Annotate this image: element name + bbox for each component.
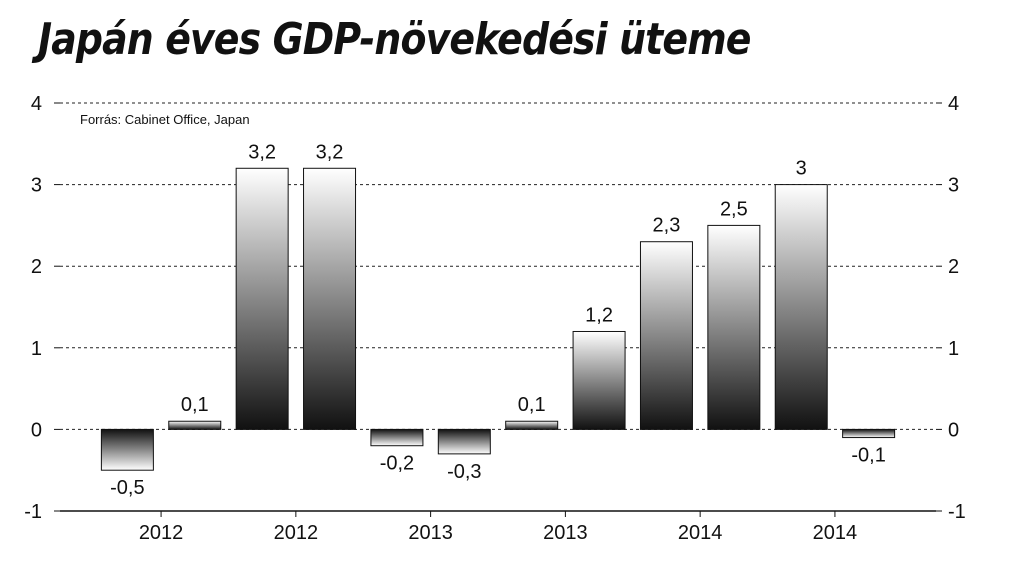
bar (235, 167, 289, 430)
bar-value-label: 3,2 (316, 141, 344, 163)
bar (505, 420, 559, 430)
bar-value-label: -0,2 (380, 453, 414, 475)
bar (100, 428, 154, 471)
bar (639, 241, 693, 430)
bar (303, 167, 357, 430)
bar-value-label: 0,1 (518, 394, 546, 416)
bar (707, 224, 761, 430)
bar-value-label: 3,2 (248, 141, 276, 163)
x-tick-label: 2012 (139, 522, 184, 544)
y-tick-label-left: 1 (31, 338, 42, 360)
bar (437, 428, 491, 455)
y-tick-label-right: 0 (948, 419, 959, 441)
bar-value-label: 0,1 (181, 394, 209, 416)
bar-value-label: 2,5 (720, 198, 748, 220)
bar-value-label: 2,3 (653, 215, 681, 237)
bar (842, 428, 896, 439)
y-tick-label-left: -1 (24, 501, 42, 523)
y-tick-label-left: 2 (31, 256, 42, 278)
x-tick-label: 2013 (543, 522, 588, 544)
bar-value-label: -0,3 (447, 461, 481, 483)
bar (168, 420, 222, 430)
y-tick-label-right: 2 (948, 256, 959, 278)
axes: -1 -1 0 0 1 1 2 2 3 3 4 4 2012 2012 2013 2013 2014 2014 (24, 93, 966, 544)
y-tick-label-right: 4 (948, 93, 959, 115)
x-tick-label: 2014 (678, 522, 723, 544)
bar-value-label: 3 (796, 158, 807, 180)
bar (370, 428, 424, 447)
bar (572, 330, 626, 430)
x-tick-label: 2014 (813, 522, 858, 544)
x-tick-label: 2013 (408, 522, 453, 544)
y-tick-label-right: 1 (948, 338, 959, 360)
chart-title: Japán éves GDP-növekedési üteme (38, 14, 751, 65)
y-tick-label-left: 4 (31, 93, 42, 115)
x-tick-label: 2012 (274, 522, 319, 544)
y-tick-label-left: 3 (31, 175, 42, 197)
bar (774, 184, 828, 430)
y-tick-label-right: -1 (948, 501, 966, 523)
y-tick-label-right: 3 (948, 175, 959, 197)
bars (100, 167, 896, 471)
source-note: Forrás: Cabinet Office, Japan (80, 112, 250, 127)
data-labels: -0,5 0,1 3,2 3,2 -0,2 -0,3 0,1 1,2 2,3 2,5 3 -0,1 (110, 141, 886, 499)
bar-value-label: 1,2 (585, 304, 613, 326)
bar-value-label: -0,1 (851, 445, 885, 467)
y-tick-label-left: 0 (31, 419, 42, 441)
bar-value-label: -0,5 (110, 477, 144, 499)
